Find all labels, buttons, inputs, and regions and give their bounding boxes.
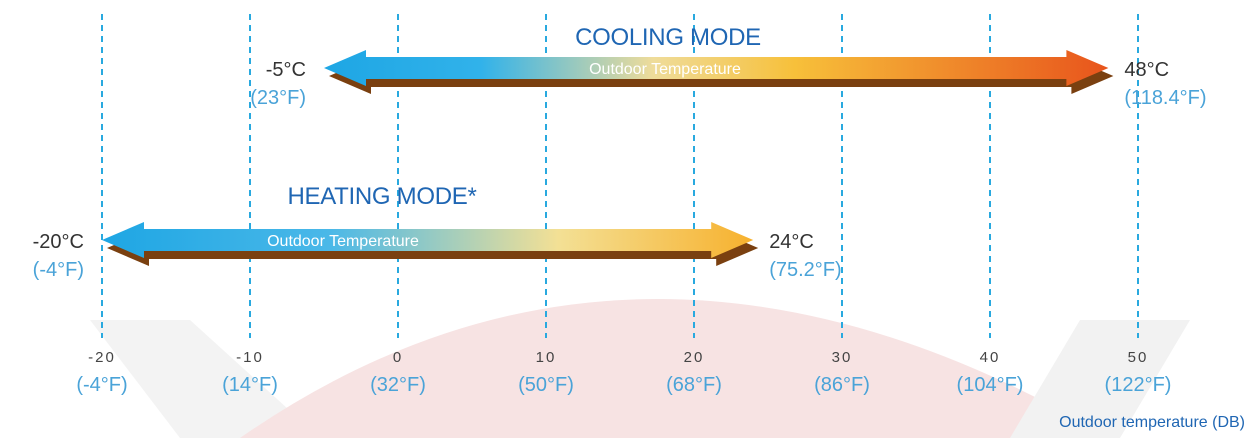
range-max-fahrenheit: (118.4°F) [1124,87,1206,109]
grid-lines [101,14,1139,338]
x-tick-label-fahrenheit: (14°F) [222,374,278,396]
x-tick-label-celsius: 30 [832,349,853,366]
range-min-fahrenheit: (23°F) [250,87,306,109]
range-arrow-text: Outdoor Temperature [589,61,741,78]
range-min-celsius: -5°C [266,59,306,81]
x-tick-label-fahrenheit: (32°F) [370,374,426,396]
x-axis-label: Outdoor temperature (DB) [1059,414,1245,431]
range-arrows [102,50,1114,266]
x-tick-label-fahrenheit: (86°F) [814,374,870,396]
x-tick-label-celsius: -20 [88,349,116,366]
range-name: COOLING MODE [575,24,761,51]
range-max-celsius: 48°C [1124,59,1169,81]
range-labels: Outdoor Temperature COOLING MODE -5°C (23°F… [33,24,1207,281]
x-tick-label-celsius: 50 [1128,349,1149,366]
range-arrow [102,222,754,258]
axis-ticks: -20 (-4°F) -10 (14°F) 0 (32°F) 10 (50°F) 20 (68°F… [76,349,1171,396]
x-tick-label-fahrenheit: (68°F) [666,374,722,396]
x-tick-label-fahrenheit: (50°F) [518,374,574,396]
range-min-fahrenheit: (-4°F) [33,259,84,281]
x-tick-label-celsius: 20 [684,349,705,366]
x-tick-label-fahrenheit: (122°F) [1105,374,1172,396]
x-tick-label-celsius: 40 [980,349,1001,366]
x-tick-label-celsius: -10 [236,349,264,366]
x-tick-label-fahrenheit: (-4°F) [76,374,127,396]
range-name: HEATING MODE* [287,183,476,210]
x-tick-label-celsius: 10 [536,349,557,366]
range-max-fahrenheit: (75.2°F) [769,259,841,281]
range-min-celsius: -20°C [33,231,84,253]
range-max-celsius: 24°C [769,231,814,253]
range-arrow [324,50,1109,86]
watermark-logo [90,299,1190,438]
x-tick-label-celsius: 0 [393,349,403,366]
x-tick-label-fahrenheit: (104°F) [957,374,1024,396]
range-arrow-text: Outdoor Temperature [267,233,419,250]
